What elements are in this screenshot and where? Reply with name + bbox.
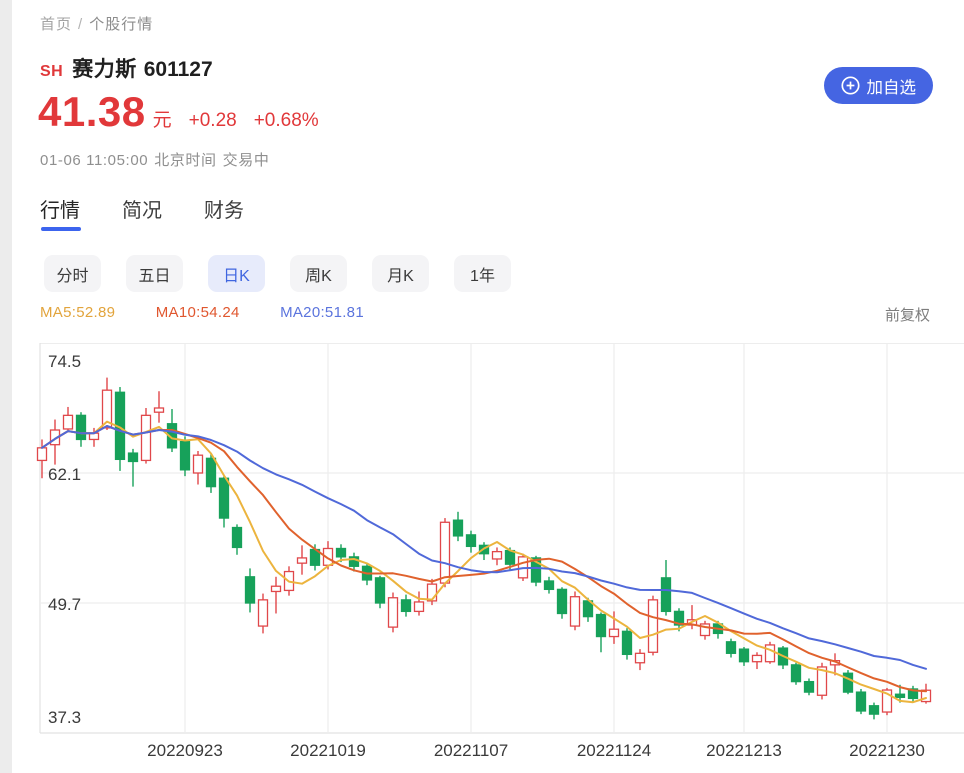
period-5day[interactable]: 五日 — [126, 255, 183, 292]
price-change-percent: +0.68% — [253, 110, 319, 131]
quote-timestamp: 01-06 11:05:00 北京时间 交易中 — [40, 149, 275, 170]
ma20-legend: MA20:51.81 — [280, 304, 364, 321]
tab-bar: 行情 简况 财务 — [40, 194, 286, 231]
stock-code: 601127 — [143, 58, 213, 81]
breadcrumb: 首页 / 个股行情 — [40, 13, 153, 34]
tab-profile[interactable]: 简况 — [122, 200, 162, 222]
current-price: 41.38 — [38, 88, 146, 135]
svg-text:37.3: 37.3 — [48, 708, 81, 727]
svg-text:20221107: 20221107 — [434, 741, 508, 760]
svg-text:20221019: 20221019 — [290, 741, 366, 760]
period-daily-k[interactable]: 日K — [208, 255, 265, 292]
market-status: 交易中 — [222, 152, 270, 169]
adjust-mode-label: 前复权 — [884, 307, 930, 324]
period-1year[interactable]: 1年 — [454, 255, 511, 292]
add-watchlist-button[interactable]: 加自选 — [823, 67, 933, 104]
breadcrumb-home[interactable]: 首页 — [40, 16, 73, 33]
price-change: +0.28 — [188, 110, 237, 131]
candlestick-chart[interactable]: 74.5 62.1 49.7 37.3 20220923 20221019 20221107… — [0, 343, 964, 773]
tab-financials[interactable]: 财务 — [204, 200, 244, 222]
quote-time: 01-06 11:05:00 — [40, 152, 149, 169]
svg-text:20220923: 20220923 — [147, 741, 223, 760]
ma10-legend: MA10:54.24 — [155, 304, 240, 321]
add-watchlist-label: 加自选 — [866, 78, 917, 97]
svg-text:62.1: 62.1 — [48, 465, 81, 484]
price-unit: 元 — [152, 110, 172, 131]
price-block: 41.38 元 +0.28 +0.68% — [38, 88, 319, 136]
exchange-badge: SH — [40, 63, 64, 80]
plus-circle-icon — [840, 76, 860, 95]
svg-text:74.5: 74.5 — [48, 352, 81, 371]
quote-timezone: 北京时间 — [154, 152, 217, 169]
svg-text:49.7: 49.7 — [48, 595, 81, 614]
period-realtime[interactable]: 分时 — [44, 255, 101, 292]
svg-text:20221230: 20221230 — [849, 741, 925, 760]
page-edge-strip — [0, 0, 12, 773]
breadcrumb-current: 个股行情 — [89, 16, 154, 33]
ma5-legend: MA5:52.89 — [40, 304, 116, 321]
period-weekly-k[interactable]: 周K — [290, 255, 347, 292]
stock-header: SH 赛力斯 601127 — [40, 53, 213, 83]
tab-quotes[interactable]: 行情 — [40, 194, 81, 231]
breadcrumb-separator: / — [78, 16, 84, 33]
period-monthly-k[interactable]: 月K — [372, 255, 429, 292]
svg-text:20221213: 20221213 — [706, 741, 782, 760]
ma-legend: MA5:52.89 MA10:54.24 MA20:51.81 — [40, 304, 400, 321]
stock-name: 赛力斯 — [72, 58, 137, 81]
period-selector: 分时 五日 日K 周K 月K 1年 — [44, 255, 511, 292]
svg-text:20221124: 20221124 — [577, 741, 651, 760]
